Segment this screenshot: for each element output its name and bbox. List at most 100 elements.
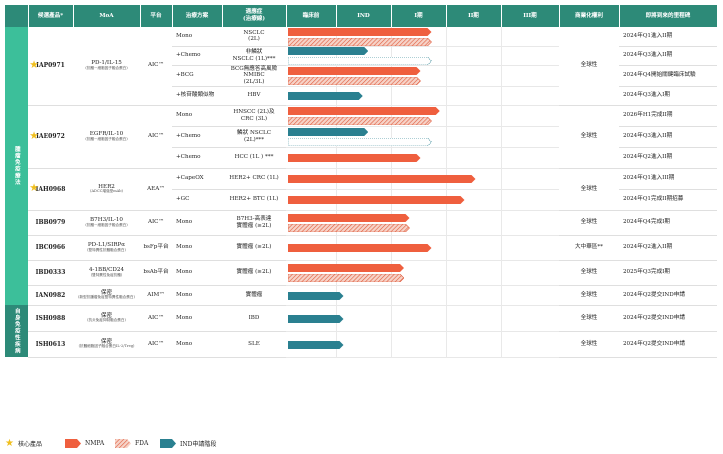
candidate-cell: IBD0333 [28,260,73,286]
milestone-text: 2024年Q2進入II期 [623,154,673,161]
moa-text: 保密 [100,289,113,296]
indication-cell: HER2+ BTC (1L) [222,189,286,211]
platform-cell: AIC™ [140,105,172,169]
phase-gridline [446,331,447,358]
regimen-text: Mono [176,340,193,347]
phase-gridline [446,235,447,261]
moa-subtext: (抗體－細胞因子融合蛋白) [85,136,128,141]
indication-line1: 實體瘤 [245,291,263,298]
phase-gridline [501,189,502,211]
table-row: ★ IAE0972 EGFR/IL-10 (抗體－細胞因子融合蛋白) AIC™ Mono H… [5,105,717,169]
header-indication-line2: (治療線) [242,16,266,22]
candidate-code: IBD0333 [35,269,66,277]
platform-cell: bsAb平台 [140,260,172,286]
phase-gridline [446,86,447,106]
milestone-cell: 2024年Q2進入II期 [619,235,717,261]
table-row: +Chemo HCC (1L ) *** 2024年Q2進入II期 [5,147,717,169]
phase-gridline [446,260,447,286]
phase-gridline [446,46,447,66]
phase-gridline [501,46,502,66]
phase-gridline [391,46,392,66]
table-row: +核苷酸類似物 HBV 2024年Q3進入I期 [5,86,717,106]
rights-text: 全球性 [580,219,598,226]
indication-line1: HER2+ BTC (1L) [229,196,279,203]
table-row: IAN0982 保密 (新型抗腫瘤免疫雙特異性融合蛋白) AIM™ Mono 實體瘤 全球性… [5,285,717,306]
progress-bar-nmpa [288,67,421,75]
progress-bar-fda-dot [288,57,432,65]
indication-cell: B7H3-高表達 實體瘤 (≥2L) [222,210,286,236]
table-row: +Chemo 非鱗狀 NSCLC (1L)*** 2024年Q3進入II期 [5,46,717,66]
candidate-cell: IBB0979 [28,210,73,236]
phase-gridline [501,235,502,261]
regimen-text: Mono [176,112,193,119]
phase-gridline [501,65,502,87]
pipeline-table-container: 候選產品* MoA 平台 治療方案 適應症 (治療線) 臨床前 IND I期 I… [5,5,718,430]
phase-gridline [336,210,337,236]
candidate-code: IBB0979 [35,219,66,227]
header-ind: IND [336,5,392,27]
table-row: ISH0613 保密 (抗體細胞因子融合蛋白IL-2/Treg) AIC™ Mono SL… [5,331,717,358]
candidate-cell: IBC0966 [28,235,73,261]
indication-line1: 鱗狀 NSCLC [237,129,271,136]
header-indication: 適應症 (治療線) [222,5,287,27]
milestone-text: 2024年Q3進入II期 [623,133,673,140]
phase-gridline [446,285,447,306]
phase-gridline [446,305,447,332]
phase-gridline [391,285,392,306]
phase-gridline [501,86,502,106]
milestone-cell: 2024年Q3進入II期 [619,46,717,66]
regimen-cell: Mono [172,27,222,47]
phase-gridline [391,105,392,127]
phase-gridline [336,27,337,47]
progress-cell [286,210,559,236]
milestone-text: 2024年Q2提交IND申請 [623,340,685,347]
phase-gridline [501,305,502,332]
phase-gridline [501,331,502,358]
indication-cell: IBD [222,305,286,332]
moa-subtext: (抗體－細胞因子融合蛋白) [85,222,128,227]
indication-line1: HNSCC (2L)及 [233,108,275,115]
milestone-cell: 2024年Q4開始關鍵臨床試驗 [619,65,717,87]
phase-gridline [446,27,447,47]
header-row: 候選產品* MoA 平台 治療方案 適應症 (治療線) 臨床前 IND I期 I… [5,5,718,27]
regimen-text: Mono [176,32,193,39]
candidate-cell: ISH0613 [28,331,73,358]
header-rights: 商業化權利 [559,5,620,27]
legend-core: ★ 核心產品 [5,437,42,449]
regimen-text: Mono [176,269,193,276]
progress-bar-ind [288,340,344,349]
regimen-text: +Chemo [176,154,201,161]
indication-line2: NSCLC (1L)*** [232,55,276,62]
phase-gridline [391,27,392,47]
regimen-cell: Mono [172,285,222,306]
header-indication-line1: 適應症 [245,9,263,16]
phase-gridline [446,65,447,87]
moa-subtext: (抗體細胞因子融合蛋白IL-2/Treg) [78,344,135,349]
phase-gridline [391,210,392,236]
regimen-cell: +GC [172,189,222,211]
rights-text: 全球性 [580,291,598,298]
legend-nmpa: NMPA [65,437,104,449]
phase-gridline [501,126,502,148]
progress-bar-ind [288,47,369,55]
milestone-text: 2024年Q4開始關鍵臨床試驗 [623,72,696,79]
phase-gridline [391,65,392,87]
phase-gridline [501,260,502,286]
phase-gridline [501,147,502,169]
platform-cell: AIC™ [140,331,172,358]
progress-bar-fda [288,37,432,46]
phase-gridline [336,126,337,148]
core-star-icon: ★ [30,131,39,142]
moa-cell: 保密 (抗炎免疫抑制融合蛋白) [73,305,140,332]
moa-text: PD-1/IL-15 [91,60,122,67]
pipeline-table: 候選產品* MoA 平台 治療方案 適應症 (治療線) 臨床前 IND I期 I… [5,5,718,358]
phase-gridline [501,285,502,306]
regimen-cell: +Chemo [172,147,222,169]
candidate-cell: ISH0988 [28,305,73,332]
moa-text: B7H3/IL-10 [90,217,123,224]
milestone-text: 2024年Q1完成II期招募 [623,196,684,203]
candidate-code: IAP0971 [36,62,65,70]
fda-arrow-icon [115,438,131,448]
platform-text: AIC™ [147,314,165,321]
progress-bar-nmpa [288,264,404,273]
